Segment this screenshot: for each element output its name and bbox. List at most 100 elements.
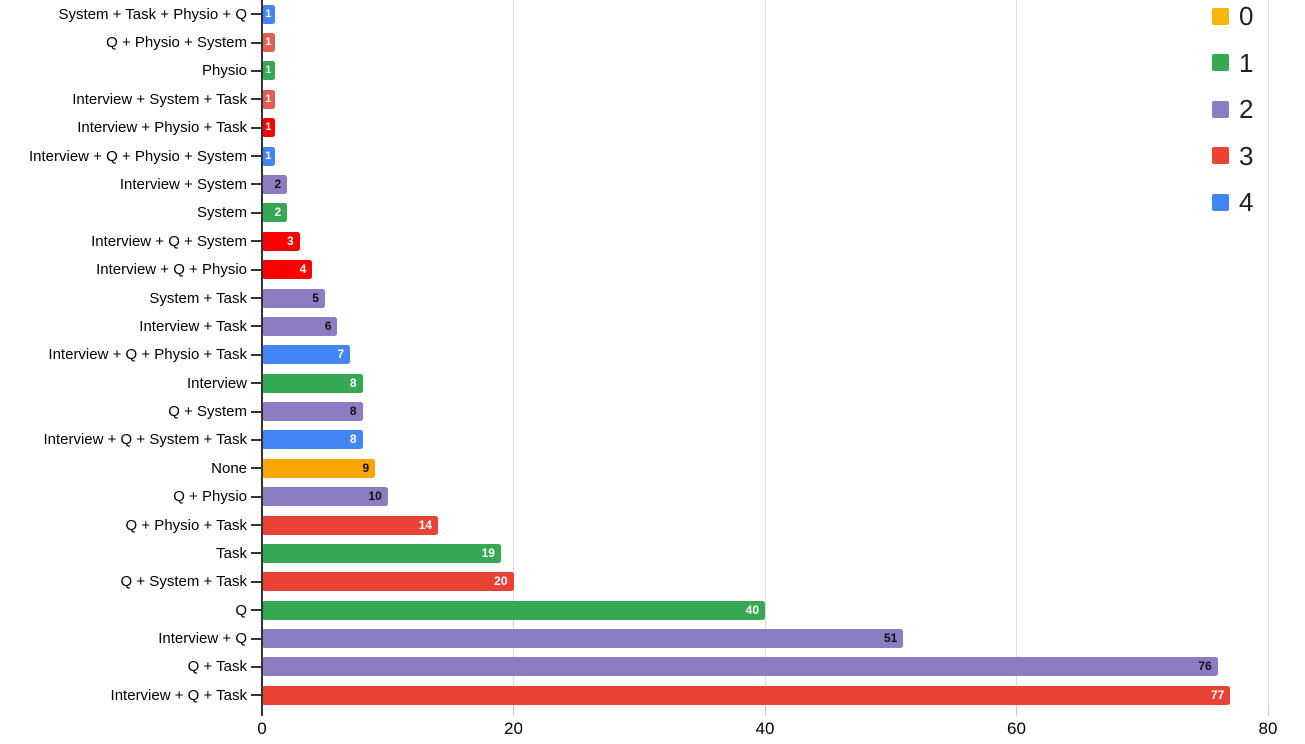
- bar[interactable]: 4: [262, 260, 313, 280]
- bar-value-label: 10: [368, 489, 382, 504]
- legend-swatch: [1212, 147, 1229, 165]
- y-axis-tick: [251, 41, 262, 44]
- category-label: Interview + Q + Task: [110, 686, 247, 704]
- y-axis-tick: [251, 524, 262, 527]
- legend-label: 1: [1239, 47, 1254, 78]
- bar-value-label: 1: [265, 7, 272, 20]
- bar-value-label: 2: [274, 205, 282, 220]
- category-label: Q + Physio + System: [106, 34, 247, 52]
- bar[interactable]: 1: [262, 89, 275, 109]
- bar[interactable]: 6: [262, 316, 338, 336]
- y-axis-tick: [251, 126, 262, 129]
- gridline-x-20: [513, 0, 514, 705]
- bar[interactable]: 1: [262, 61, 275, 81]
- bar[interactable]: 1: [262, 33, 275, 53]
- bar[interactable]: 8: [262, 373, 363, 393]
- legend-item-2[interactable]: 2: [1212, 94, 1253, 124]
- legend-swatch: [1212, 193, 1229, 211]
- bar[interactable]: 8: [262, 402, 363, 422]
- y-axis-tick: [251, 297, 262, 299]
- bar-value-label: 1: [265, 121, 272, 134]
- bar[interactable]: 76: [262, 657, 1218, 677]
- y-axis-tick: [251, 609, 262, 612]
- legend-item-1[interactable]: 1: [1212, 48, 1253, 78]
- bar[interactable]: 1: [262, 4, 275, 24]
- category-label: Interview + System: [119, 175, 247, 193]
- bar[interactable]: 51: [262, 629, 904, 649]
- bar-value-label: 51: [883, 631, 898, 646]
- category-label: Physio: [201, 62, 247, 80]
- bar-value-label: 5: [312, 290, 319, 305]
- y-axis-tick: [251, 155, 262, 158]
- bar-value-label: 19: [481, 545, 495, 560]
- category-label: Interview + Physio + Task: [77, 119, 247, 137]
- bar[interactable]: 1: [262, 118, 275, 138]
- bar[interactable]: 2: [262, 203, 288, 223]
- legend-item-3[interactable]: 3: [1212, 141, 1253, 171]
- category-label: Interview + System + Task: [72, 90, 247, 108]
- bar[interactable]: 1: [262, 146, 275, 166]
- category-label: Interview + Q + System: [91, 232, 247, 250]
- category-label: Interview + Q: [158, 630, 247, 648]
- category-label: Q: [235, 601, 247, 619]
- bar-value-label: 4: [299, 262, 307, 277]
- y-axis-tick: [251, 467, 262, 470]
- x-axis-tick-20: [513, 705, 514, 716]
- y-axis-tick: [251, 268, 262, 271]
- gridline-x-80: [1267, 0, 1269, 705]
- bar[interactable]: 20: [262, 572, 514, 592]
- x-axis-label: 20: [504, 719, 523, 738]
- bar[interactable]: 77: [262, 685, 1231, 705]
- y-axis-tick: [251, 13, 262, 16]
- category-label: Interview + Q + Physio: [96, 261, 247, 279]
- category-label: Q + Physio: [173, 488, 247, 506]
- category-label: None: [211, 459, 247, 477]
- legend-item-4[interactable]: 4: [1212, 187, 1253, 217]
- y-axis-tick: [251, 580, 262, 583]
- y-axis-tick: [251, 240, 262, 243]
- x-axis-label: 0: [257, 719, 267, 738]
- bar-value-label: 8: [349, 432, 357, 447]
- bar[interactable]: 5: [262, 288, 325, 308]
- bar[interactable]: 9: [262, 458, 376, 478]
- category-label: Interview: [186, 374, 247, 392]
- bar-value-label: 1: [265, 92, 272, 105]
- legend-swatch: [1212, 54, 1229, 72]
- bar-value-label: 7: [337, 347, 345, 362]
- bar-value-label: 1: [265, 36, 272, 49]
- x-axis-label: 80: [1258, 719, 1278, 738]
- category-label: Interview + Task: [139, 317, 247, 335]
- bar-value-label: 6: [324, 318, 332, 333]
- bar-value-label: 8: [349, 375, 357, 390]
- y-axis-tick: [251, 382, 262, 385]
- y-axis-tick: [251, 325, 262, 328]
- category-label: Task: [216, 544, 247, 562]
- y-axis-tick: [251, 183, 262, 186]
- x-axis-tick-60: [1016, 705, 1017, 716]
- legend-item-0[interactable]: 0: [1212, 1, 1253, 31]
- category-label: Interview + Q + Physio + System: [28, 147, 247, 165]
- bar[interactable]: 19: [262, 543, 501, 563]
- gridline-x-40: [764, 0, 766, 705]
- category-label: Interview + Q + Physio + Task: [48, 346, 247, 364]
- legend-label: 4: [1239, 187, 1254, 218]
- bar[interactable]: 8: [262, 430, 363, 450]
- bar-value-label: 14: [418, 517, 433, 532]
- bar[interactable]: 10: [262, 487, 388, 507]
- gridline-x-60: [1016, 0, 1017, 705]
- bar[interactable]: 40: [262, 600, 765, 620]
- bar[interactable]: 7: [262, 345, 351, 365]
- category-label: Q + System: [168, 403, 247, 421]
- bar[interactable]: 3: [262, 231, 300, 251]
- category-label: Q + Physio + Task: [125, 516, 247, 534]
- y-axis-tick: [251, 353, 262, 356]
- category-label: Q + Task: [187, 658, 247, 676]
- bar[interactable]: 2: [262, 174, 288, 194]
- bar[interactable]: 14: [262, 515, 439, 535]
- y-axis-tick: [251, 552, 262, 555]
- y-axis-tick: [251, 665, 262, 668]
- category-label: System: [196, 204, 247, 222]
- y-axis-tick: [251, 495, 262, 498]
